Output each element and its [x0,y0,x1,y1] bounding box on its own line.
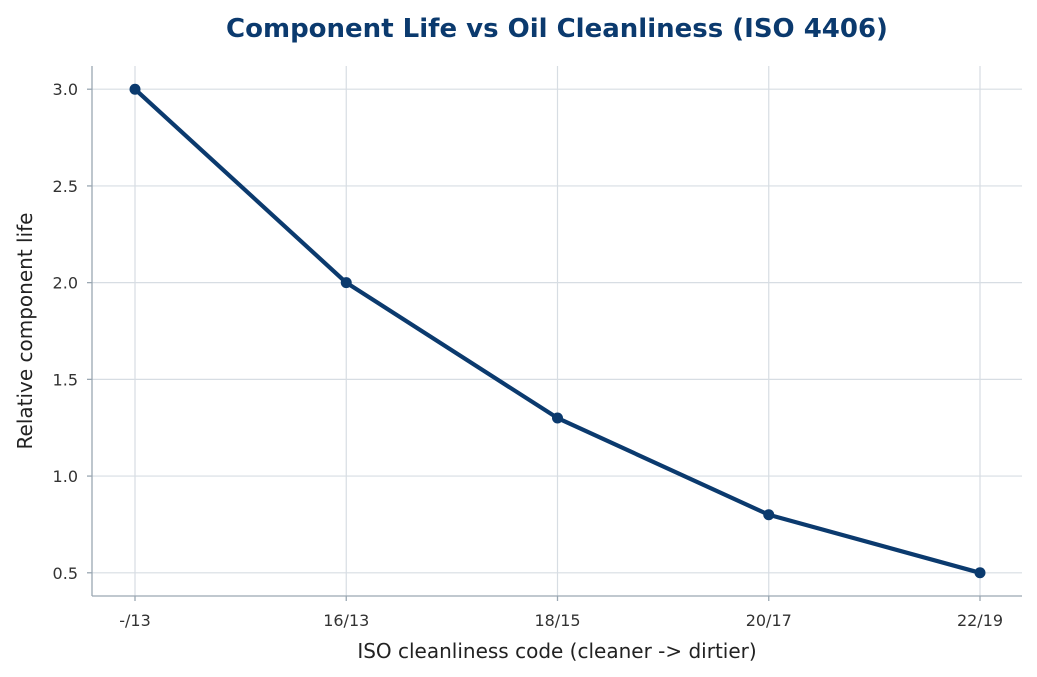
y-ticks: 0.5 1.0 1.5 2.0 2.5 3.0 [53,80,92,583]
x-axis-label: ISO cleanliness code (cleaner -> dirtier… [357,639,756,663]
data-point [763,509,775,521]
data-point [129,83,141,95]
y-axis-label: Relative component life [13,213,37,450]
x-ticks: -/13 16/13 18/15 20/17 22/19 [119,596,1003,630]
x-tick-label: 16/13 [323,611,369,630]
x-tick-label: -/13 [119,611,151,630]
x-tick-label: 22/19 [957,611,1003,630]
y-tick-label: 2.5 [53,177,78,196]
data-point [974,567,986,579]
grid [92,66,1022,596]
y-tick-label: 1.5 [53,370,78,389]
series [129,83,986,579]
data-point [552,412,563,424]
x-tick-label: 18/15 [534,611,580,630]
y-tick-label: 3.0 [53,80,78,99]
data-point [340,277,352,289]
y-tick-label: 0.5 [53,564,78,583]
y-tick-label: 1.0 [53,467,78,486]
y-tick-label: 2.0 [53,274,78,293]
x-tick-label: 20/17 [746,611,792,630]
chart-title: Component Life vs Oil Cleanliness (ISO 4… [226,14,888,44]
